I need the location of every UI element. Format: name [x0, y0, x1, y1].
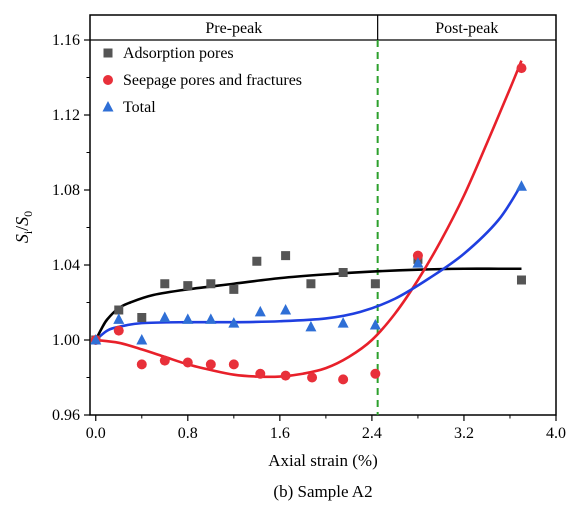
x-tick-label: 0.8 — [178, 425, 198, 442]
data-point-square — [137, 313, 147, 322]
region-label-post-peak: Post-peak — [435, 20, 498, 37]
y-axis-label-part: S — [12, 217, 32, 226]
plot-frame — [89, 14, 557, 416]
y-axis-label-part: S — [12, 234, 32, 243]
x-tick-label: 3.2 — [454, 425, 474, 442]
data-point-circle — [307, 372, 318, 383]
data-point-triangle — [369, 319, 381, 330]
y-tick-label: 1.04 — [52, 257, 80, 274]
data-point-circle — [182, 357, 193, 368]
data-point-square — [338, 268, 348, 277]
data-point-square — [206, 279, 216, 289]
data-point-circle — [338, 374, 349, 385]
x-tick-label: 1.6 — [270, 425, 290, 442]
fit-curve-square — [94, 267, 522, 341]
data-point-circle — [205, 359, 216, 370]
data-point-circle — [516, 63, 527, 74]
y-tick-label: 0.96 — [52, 407, 80, 424]
data-point-triangle — [254, 305, 266, 317]
data-point-square — [516, 275, 526, 285]
data-point-triangle — [412, 257, 424, 268]
y-axis-label-part: 0 — [21, 211, 35, 217]
region-label-pre-peak: Pre-peak — [205, 20, 262, 37]
data-point-triangle — [113, 313, 125, 324]
data-point-square — [160, 279, 170, 289]
data-point-triangle — [515, 180, 527, 191]
data-point-triangle — [228, 317, 240, 328]
legend-label: Total — [123, 99, 156, 116]
data-point-square — [252, 256, 262, 266]
data-point-circle — [412, 250, 423, 261]
data-point-triangle — [159, 311, 171, 322]
data-point-circle — [280, 370, 291, 381]
data-point-square — [281, 251, 291, 261]
legend-label: Seepage pores and fractures — [123, 72, 302, 89]
data-point-square — [306, 279, 316, 289]
y-axis-label: Si/S0 — [12, 211, 35, 243]
data-point-triangle — [182, 313, 194, 324]
y-tick-label: 1.16 — [52, 32, 80, 49]
data-point-square — [370, 279, 380, 289]
data-point-circle — [255, 368, 266, 379]
y-axis-label-part: / — [12, 226, 32, 231]
data-point-square — [229, 284, 239, 294]
data-point-triangle — [205, 313, 217, 324]
data-point-triangle — [337, 317, 349, 328]
data-point-square — [183, 281, 193, 291]
data-point-circle — [228, 359, 239, 370]
data-point-circle — [136, 359, 147, 370]
y-tick-label: 1.12 — [52, 107, 80, 124]
x-tick-label: 2.4 — [362, 425, 382, 442]
x-tick-label: 4.0 — [546, 425, 566, 442]
legend-label: Adsorption pores — [123, 45, 234, 62]
data-point-triangle — [90, 334, 102, 345]
legend-marker-triangle — [102, 101, 114, 112]
legend-marker-square — [103, 48, 113, 58]
data-point-circle — [159, 355, 170, 366]
y-tick-label: 1.08 — [52, 182, 80, 199]
x-axis-label: Axial strain (%) — [268, 451, 378, 470]
data-point-triangle — [280, 304, 292, 315]
data-point-square — [114, 305, 124, 315]
chart-caption: (b) Sample A2 — [273, 482, 372, 501]
x-tick-label: 0.0 — [86, 425, 106, 442]
legend-marker-circle — [103, 75, 113, 85]
data-point-circle — [370, 368, 381, 379]
y-tick-label: 1.00 — [52, 332, 80, 349]
data-point-circle — [113, 325, 124, 336]
y-axis-label-part: i — [21, 230, 35, 234]
data-point-triangle — [136, 334, 148, 345]
data-point-triangle — [305, 320, 317, 332]
